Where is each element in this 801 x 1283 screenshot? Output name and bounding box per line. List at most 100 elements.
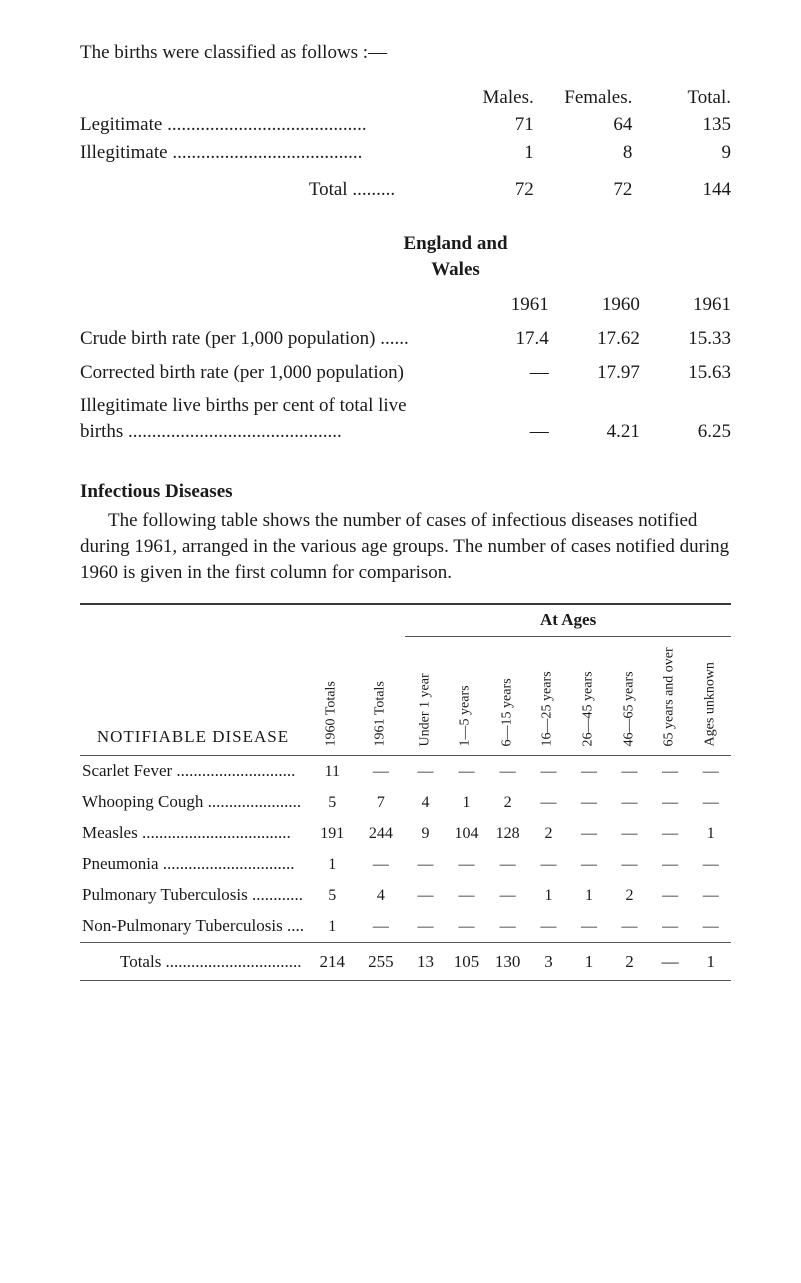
row-label: Illegitimate live births per cent of tot… (80, 389, 458, 448)
births-header-row: Males. Females. Total. (80, 84, 731, 112)
cell: — (609, 849, 650, 880)
cell: — (487, 756, 528, 787)
table-row: Illegitimate live births per cent of tot… (80, 389, 731, 448)
infectious-heading: Infectious Diseases (80, 479, 731, 505)
cell: — (609, 818, 650, 849)
row-label: Pulmonary Tuberculosis ............ (80, 880, 308, 911)
row-label: Scarlet Fever ..........................… (80, 756, 308, 787)
row-label: Crude birth rate (per 1,000 population) … (80, 322, 458, 356)
cell: 72 (534, 167, 633, 204)
cell: 1 (690, 942, 731, 980)
cell: — (405, 880, 446, 911)
cell: — (528, 849, 569, 880)
totals-row: Totals ................................ … (80, 942, 731, 980)
cell: 1 (446, 787, 487, 818)
row-label: Measles ................................… (80, 818, 308, 849)
cell: — (487, 911, 528, 942)
cell: 7 (357, 787, 406, 818)
disease-table: At Ages NOTIFIABLE DISEASE 1960 Totals 1… (80, 605, 731, 981)
cell: — (446, 756, 487, 787)
cell: 214 (308, 942, 357, 980)
cell: — (650, 787, 691, 818)
column-headers-row: NOTIFIABLE DISEASE 1960 Totals 1961 Tota… (80, 637, 731, 756)
rates-table: 1961 1960 1961 Crude birth rate (per 1,0… (80, 288, 731, 448)
ages-header-row: At Ages (80, 605, 731, 636)
table-row: Crude birth rate (per 1,000 population) … (80, 322, 731, 356)
table-row: Illegitimate ...........................… (80, 139, 731, 167)
cell: — (458, 356, 549, 390)
cell: — (650, 818, 691, 849)
col-males: Males. (435, 84, 534, 112)
table-row: Whooping Cough ......................574… (80, 787, 731, 818)
ages-label: At Ages (405, 605, 731, 636)
cell: — (357, 849, 406, 880)
totals-label: Totals ................................ (80, 942, 308, 980)
cell: 2 (487, 787, 528, 818)
table-row: Legitimate .............................… (80, 111, 731, 139)
year-cell: 1961 (640, 288, 731, 322)
cell: — (357, 756, 406, 787)
col-header: Under 1 year (416, 733, 435, 747)
cell: 105 (446, 942, 487, 980)
cell: — (609, 756, 650, 787)
cell: 17.62 (549, 322, 640, 356)
ew-line2: Wales (431, 259, 480, 280)
cell: 17.4 (458, 322, 549, 356)
cell: — (650, 880, 691, 911)
cell: 1 (435, 139, 534, 167)
notifiable-disease-label: NOTIFIABLE DISEASE (80, 637, 308, 756)
cell: 1 (528, 880, 569, 911)
cell: 15.63 (640, 356, 731, 390)
cell: 4 (405, 787, 446, 818)
cell: 3 (528, 942, 569, 980)
ew-line1: England and (403, 233, 507, 254)
row-label: Pneumonia ..............................… (80, 849, 308, 880)
cell: 72 (435, 167, 534, 204)
table-row: Measles ................................… (80, 818, 731, 849)
cell: — (609, 911, 650, 942)
cell: 1 (308, 849, 357, 880)
cell: 128 (487, 818, 528, 849)
cell: — (528, 787, 569, 818)
col-header: 65 years and over (661, 733, 680, 747)
row-label: Legitimate (80, 114, 162, 135)
dots: ........................................… (167, 114, 367, 135)
cell: 144 (632, 167, 731, 204)
cell: — (569, 911, 610, 942)
cell: 1 (569, 880, 610, 911)
cell: — (487, 880, 528, 911)
row-label: Illegitimate (80, 142, 168, 163)
cell: — (357, 911, 406, 942)
cell: 6.25 (640, 389, 731, 448)
col-header: 46—65 years (620, 733, 639, 747)
table-row: Corrected birth rate (per 1,000 populati… (80, 356, 731, 390)
cell: 4 (357, 880, 406, 911)
cell: — (487, 849, 528, 880)
cell: — (650, 849, 691, 880)
cell: — (650, 911, 691, 942)
table-row: Pneumonia ..............................… (80, 849, 731, 880)
cell: 13 (405, 942, 446, 980)
cell: 255 (357, 942, 406, 980)
cell: 5 (308, 880, 357, 911)
cell: — (446, 880, 487, 911)
cell: 2 (528, 818, 569, 849)
row-label: Corrected birth rate (per 1,000 populati… (80, 356, 458, 390)
infectious-paragraph: The following table shows the number of … (80, 508, 731, 585)
cell: 8 (534, 139, 633, 167)
cell: — (690, 756, 731, 787)
cell: 5 (308, 787, 357, 818)
col-header: 1960 Totals (323, 733, 342, 747)
cell: — (690, 787, 731, 818)
cell: — (405, 756, 446, 787)
cell: 1 (690, 818, 731, 849)
cell: 135 (632, 111, 731, 139)
cell: 9 (632, 139, 731, 167)
cell: — (528, 756, 569, 787)
cell: 104 (446, 818, 487, 849)
year-cell: 1961 (458, 288, 549, 322)
cell: — (569, 818, 610, 849)
cell: — (405, 849, 446, 880)
col-header: 16—25 years (539, 733, 558, 747)
births-table: Males. Females. Total. Legitimate ......… (80, 84, 731, 204)
